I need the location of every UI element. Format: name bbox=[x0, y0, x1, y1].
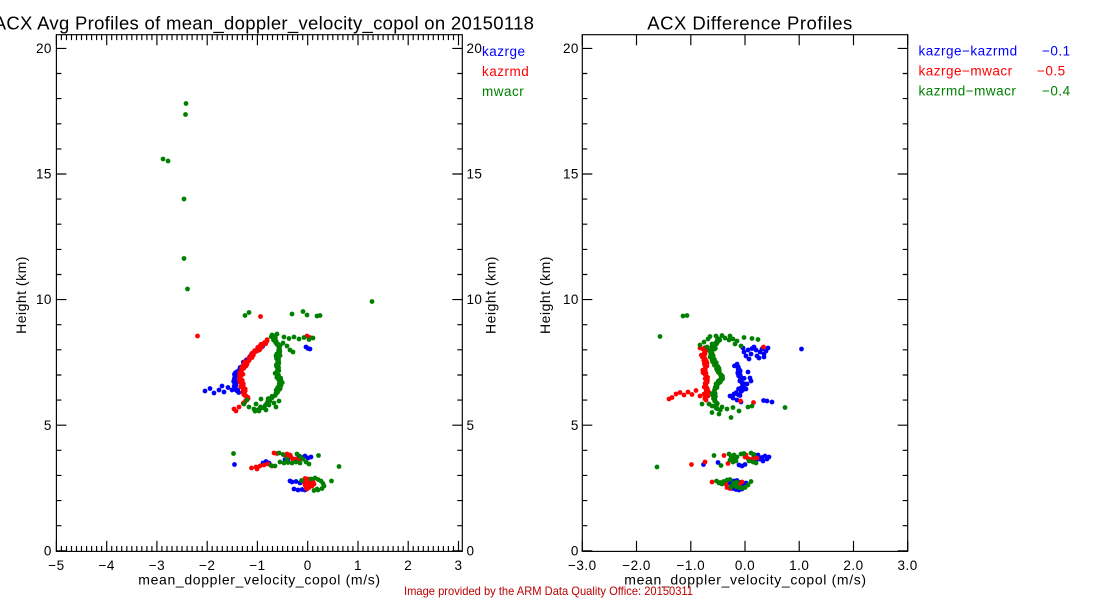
svg-text:3: 3 bbox=[454, 558, 462, 573]
svg-text:15: 15 bbox=[467, 167, 483, 182]
svg-text:15: 15 bbox=[563, 167, 579, 182]
svg-text:kazrmd: kazrmd bbox=[482, 64, 529, 79]
svg-text:−2: −2 bbox=[199, 558, 215, 573]
svg-text:1: 1 bbox=[354, 558, 362, 573]
svg-text:kazrge−kazrmd: kazrge−kazrmd bbox=[919, 44, 1018, 59]
svg-text:kazrge−mwacr: kazrge−mwacr bbox=[919, 64, 1013, 79]
svg-text:−4: −4 bbox=[98, 558, 114, 573]
svg-text:ACX Difference Profiles: ACX Difference Profiles bbox=[647, 13, 853, 34]
svg-text:−1.0: −1.0 bbox=[676, 558, 705, 573]
svg-text:ACX Avg Profiles of mean_doppl: ACX Avg Profiles of mean_doppler_velocit… bbox=[0, 13, 534, 35]
svg-text:Image provided by the ARM Data: Image provided by the ARM Data Quality O… bbox=[404, 584, 693, 598]
svg-text:−3: −3 bbox=[149, 558, 165, 573]
svg-text:0: 0 bbox=[304, 558, 312, 573]
svg-text:10: 10 bbox=[467, 292, 483, 307]
svg-text:5: 5 bbox=[44, 418, 52, 433]
svg-text:10: 10 bbox=[36, 292, 52, 307]
svg-text:20: 20 bbox=[467, 41, 483, 56]
svg-text:15: 15 bbox=[36, 167, 52, 182]
svg-text:Height (km): Height (km) bbox=[483, 256, 499, 334]
svg-text:mwacr: mwacr bbox=[482, 84, 524, 99]
svg-text:−0.5: −0.5 bbox=[1037, 64, 1066, 79]
svg-text:1.0: 1.0 bbox=[789, 558, 809, 573]
svg-text:−0.4: −0.4 bbox=[1042, 84, 1071, 99]
svg-text:kazrge: kazrge bbox=[482, 44, 526, 59]
svg-text:20: 20 bbox=[36, 41, 52, 56]
svg-text:−2.0: −2.0 bbox=[622, 558, 651, 573]
svg-text:−0.1: −0.1 bbox=[1042, 44, 1071, 59]
svg-text:5: 5 bbox=[571, 418, 579, 433]
svg-text:0: 0 bbox=[571, 543, 579, 558]
svg-text:3.0: 3.0 bbox=[898, 558, 918, 573]
svg-text:−1: −1 bbox=[249, 558, 265, 573]
svg-text:mean_doppler_velocity_copol (m: mean_doppler_velocity_copol (m/s) bbox=[138, 571, 380, 587]
svg-text:Height (km): Height (km) bbox=[537, 256, 553, 334]
svg-text:20: 20 bbox=[563, 41, 579, 56]
svg-text:2.0: 2.0 bbox=[843, 558, 863, 573]
svg-text:Height (km): Height (km) bbox=[13, 256, 29, 334]
svg-text:2: 2 bbox=[404, 558, 412, 573]
svg-text:−5: −5 bbox=[48, 558, 64, 573]
svg-text:10: 10 bbox=[563, 292, 579, 307]
svg-text:0: 0 bbox=[44, 543, 52, 558]
svg-text:mean_doppler_velocity_copol (m: mean_doppler_velocity_copol (m/s) bbox=[624, 571, 866, 587]
svg-text:0: 0 bbox=[467, 543, 475, 558]
svg-text:5: 5 bbox=[467, 418, 475, 433]
svg-text:0.0: 0.0 bbox=[735, 558, 755, 573]
svg-text:−3.0: −3.0 bbox=[568, 558, 597, 573]
svg-text:kazrmd−mwacr: kazrmd−mwacr bbox=[919, 84, 1017, 99]
